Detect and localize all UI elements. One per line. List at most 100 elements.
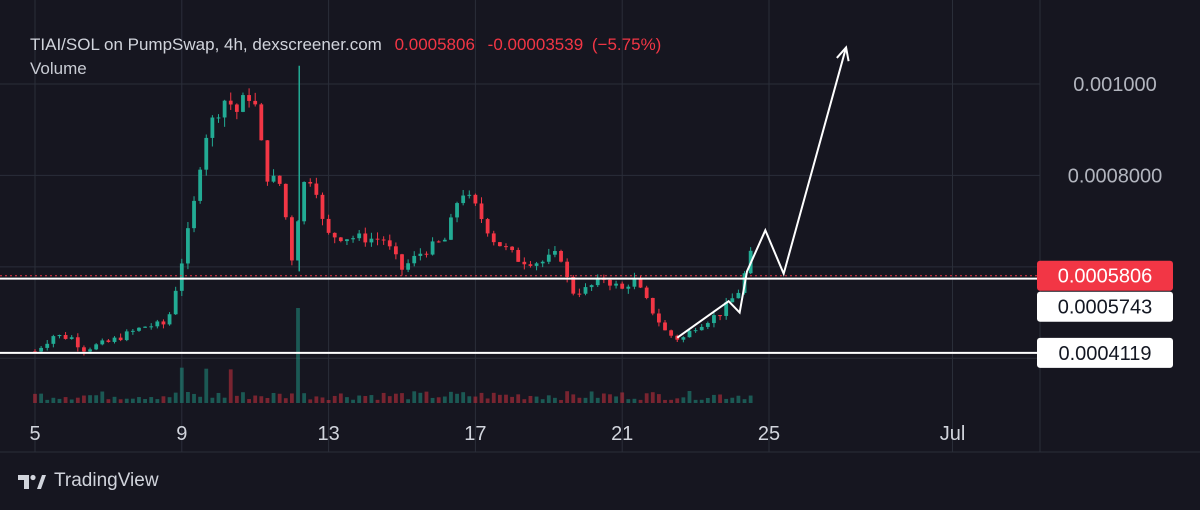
candle-body	[375, 238, 380, 240]
volume-bar	[632, 398, 637, 403]
candle-body	[149, 326, 154, 328]
volume-bar	[601, 393, 606, 403]
volume-bar	[461, 392, 466, 403]
volume-bar	[748, 395, 753, 403]
candle-body	[608, 279, 612, 286]
candle-body	[718, 315, 722, 317]
price-label-badge	[1037, 291, 1173, 322]
candle-body	[461, 195, 466, 204]
volume-bar	[577, 397, 582, 403]
volume-bar	[614, 396, 618, 403]
candle-body	[546, 254, 551, 262]
candlesticks	[33, 65, 753, 356]
volume-bar	[424, 391, 429, 403]
volume-bar	[522, 399, 527, 403]
candle-body	[357, 233, 362, 239]
volume-bar	[387, 396, 392, 403]
volume-bar	[277, 393, 282, 403]
candle-body	[351, 238, 355, 240]
volume-bar	[393, 393, 398, 403]
volume-bar	[314, 396, 319, 403]
candle-body	[400, 254, 404, 270]
volume-bar	[595, 397, 600, 403]
candle-body	[290, 217, 294, 261]
volume-bar	[608, 394, 612, 403]
candle-body	[577, 293, 582, 295]
volume-bar	[736, 395, 741, 403]
candle-body	[363, 233, 368, 243]
volume-bar	[663, 399, 667, 403]
volume-bar	[247, 399, 251, 403]
volume-bar	[534, 396, 539, 403]
candle-body	[589, 285, 594, 288]
candle-body	[436, 241, 441, 243]
tradingview-logo-icon	[18, 474, 46, 489]
volume-bar	[94, 395, 99, 403]
candle-body	[497, 242, 502, 247]
x-tick-label: 25	[758, 423, 780, 445]
volume-bar	[406, 399, 411, 403]
candle-body	[57, 335, 62, 337]
volume-bar	[559, 399, 563, 403]
volume-bar	[638, 399, 643, 403]
candle-body	[308, 181, 313, 184]
candle-body	[69, 337, 74, 339]
candle-body	[94, 344, 99, 350]
volume-bar	[546, 395, 551, 403]
candle-body	[137, 327, 141, 331]
x-axis: 5 9 13 17 21 25 Jul	[29, 423, 965, 445]
candle-body	[510, 246, 514, 250]
volume-bar	[516, 394, 521, 403]
volume-bar	[418, 392, 423, 403]
volume-bar	[436, 397, 441, 403]
candle-body	[198, 169, 203, 201]
y-tick-label: 0.001000	[1073, 74, 1156, 96]
volume-bar	[528, 395, 533, 403]
candle-body	[247, 95, 251, 101]
volume-bar	[479, 392, 484, 403]
volume-bar	[657, 394, 661, 403]
candle-body	[669, 330, 674, 336]
volume-bar	[253, 395, 258, 403]
volume-bar	[338, 393, 343, 403]
candle-body	[406, 263, 411, 270]
volume-bar	[442, 396, 447, 403]
candle-body	[736, 292, 741, 299]
candle-body	[253, 100, 258, 105]
candle-body	[650, 297, 655, 314]
candle-body	[442, 239, 447, 242]
candle-body	[583, 287, 588, 294]
candle-body	[106, 340, 111, 342]
volume-bar	[155, 399, 160, 403]
y-axis: 0.001000 0.0008000	[1068, 74, 1163, 187]
candle-body	[504, 246, 508, 248]
candle-body	[699, 326, 704, 331]
candle-body	[565, 261, 570, 277]
candle-body	[479, 203, 484, 220]
candle-body	[412, 255, 417, 264]
volume-bar	[681, 397, 686, 403]
volume-bar	[75, 397, 80, 403]
volume-bar	[228, 369, 233, 403]
candle-body	[210, 117, 215, 138]
candle-body	[553, 251, 557, 255]
candle-body	[112, 337, 117, 342]
tradingview-brand[interactable]: TradingView	[18, 470, 159, 492]
candle-body	[167, 314, 172, 325]
candle-body	[681, 337, 686, 340]
candle-body	[216, 117, 221, 119]
candle-body	[186, 228, 190, 264]
horizontal-levels: 0.0005806 0.0005743 0.0004119	[0, 260, 1173, 368]
candle-body	[467, 194, 472, 196]
symbol-title: TIAI/SOL on PumpSwap, 4h, dexscreener.co…	[30, 35, 382, 54]
volume-bar	[296, 308, 300, 403]
volume-bar	[308, 399, 313, 403]
candle-body	[345, 239, 349, 242]
volume-bar	[565, 391, 570, 403]
candle-body	[45, 343, 50, 348]
candle-body	[369, 238, 374, 243]
volume-bar	[326, 399, 331, 403]
volume-bar	[130, 398, 135, 403]
x-tick-label: Jul	[940, 423, 966, 445]
